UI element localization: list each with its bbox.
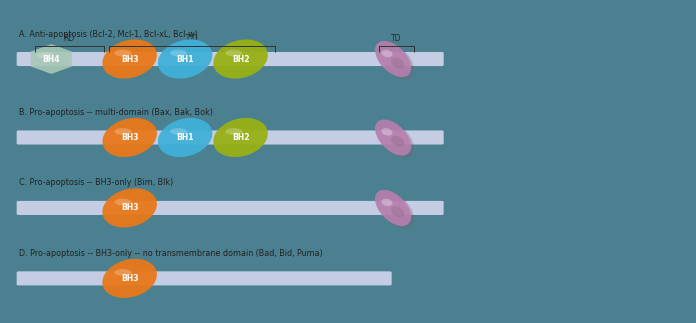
Ellipse shape <box>375 120 411 155</box>
Text: TD: TD <box>391 34 402 43</box>
FancyBboxPatch shape <box>17 201 443 215</box>
Ellipse shape <box>375 41 411 77</box>
Text: A. Anti-apoptosis (Bcl-2, Mcl-1, Bcl-xL, Bcl-w): A. Anti-apoptosis (Bcl-2, Mcl-1, Bcl-xL,… <box>19 29 198 38</box>
Ellipse shape <box>377 191 414 228</box>
Ellipse shape <box>377 120 414 158</box>
Ellipse shape <box>102 39 157 78</box>
Ellipse shape <box>102 118 157 157</box>
FancyBboxPatch shape <box>17 271 392 286</box>
Text: BH3: BH3 <box>121 203 139 213</box>
Ellipse shape <box>213 39 268 78</box>
FancyBboxPatch shape <box>17 130 443 144</box>
Ellipse shape <box>391 57 404 68</box>
Polygon shape <box>31 44 72 74</box>
Text: DD: DD <box>186 34 198 43</box>
Ellipse shape <box>391 136 404 147</box>
Ellipse shape <box>115 269 132 276</box>
Text: BH4: BH4 <box>42 55 60 64</box>
Ellipse shape <box>381 199 393 206</box>
Ellipse shape <box>377 42 414 79</box>
Ellipse shape <box>391 206 404 217</box>
Text: B. Pro-apoptosis -- multi-domain (Bax, Bak, Bok): B. Pro-apoptosis -- multi-domain (Bax, B… <box>19 108 213 117</box>
FancyBboxPatch shape <box>17 52 443 66</box>
Ellipse shape <box>158 39 212 78</box>
Ellipse shape <box>381 128 393 136</box>
Text: BH3: BH3 <box>121 133 139 142</box>
Text: C. Pro-apoptosis -- BH3-only (Bim, Blk): C. Pro-apoptosis -- BH3-only (Bim, Blk) <box>19 178 173 187</box>
Ellipse shape <box>381 50 393 57</box>
Ellipse shape <box>115 128 132 135</box>
Ellipse shape <box>115 49 132 57</box>
Ellipse shape <box>170 128 187 135</box>
Ellipse shape <box>213 118 268 157</box>
Ellipse shape <box>115 198 132 205</box>
Ellipse shape <box>102 259 157 298</box>
Text: BH3: BH3 <box>121 274 139 283</box>
Text: RD: RD <box>64 34 75 43</box>
Ellipse shape <box>170 49 187 57</box>
Ellipse shape <box>37 52 54 58</box>
Ellipse shape <box>102 188 157 227</box>
Ellipse shape <box>226 49 242 57</box>
Text: BH2: BH2 <box>232 133 249 142</box>
Text: BH3: BH3 <box>121 55 139 64</box>
Text: BH1: BH1 <box>176 133 194 142</box>
Text: BH1: BH1 <box>176 55 194 64</box>
Text: D. Pro-apoptosis -- BH3-only -- no transmembrane domain (Bad, Bid, Puma): D. Pro-apoptosis -- BH3-only -- no trans… <box>19 249 322 258</box>
Ellipse shape <box>158 118 212 157</box>
Text: BH2: BH2 <box>232 55 249 64</box>
Ellipse shape <box>226 128 242 135</box>
Ellipse shape <box>375 190 411 226</box>
